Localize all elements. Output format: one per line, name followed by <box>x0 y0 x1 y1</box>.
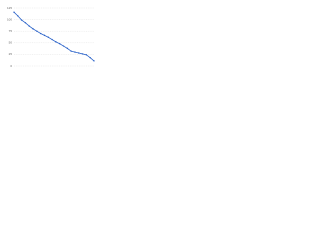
point <box>89 56 91 59</box>
y-tick-label: 75 <box>9 29 13 33</box>
point <box>93 60 95 62</box>
page: {"chart_data": {"type": "line", "x": [20… <box>0 0 100 71</box>
point <box>17 15 19 17</box>
point <box>28 25 30 27</box>
y-tick-label: 50 <box>9 41 13 45</box>
y-tick-label: 125 <box>7 6 12 10</box>
point <box>51 38 53 41</box>
point <box>70 50 72 52</box>
point <box>47 36 49 38</box>
point <box>39 32 42 35</box>
point <box>66 47 69 50</box>
point <box>81 53 84 55</box>
point <box>59 43 61 45</box>
y-tick-label: 0 <box>10 64 12 68</box>
y-tick-label: 100 <box>7 17 12 21</box>
point <box>85 54 88 56</box>
y-tick-label: 25 <box>9 52 13 56</box>
point <box>36 30 38 32</box>
point <box>43 34 46 37</box>
point <box>24 22 27 24</box>
point <box>78 52 80 54</box>
point <box>55 41 57 43</box>
point <box>62 45 65 47</box>
chart: 0 25 50 75 100 125 <box>7 6 95 68</box>
point <box>74 51 76 53</box>
point <box>32 28 34 30</box>
series-line <box>13 11 95 62</box>
point <box>20 19 23 21</box>
point <box>13 11 15 13</box>
